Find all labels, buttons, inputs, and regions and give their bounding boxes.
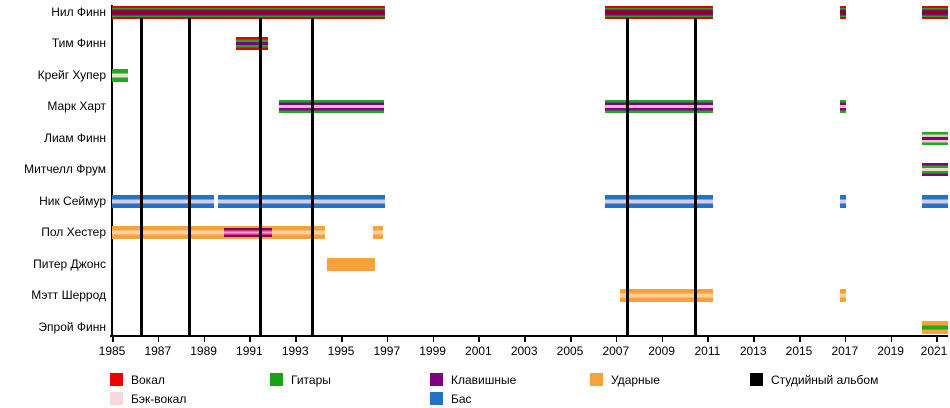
legend-label: Бас [451,392,472,406]
member-bar [279,100,385,113]
x-axis-tick [844,337,847,342]
x-axis-tick [203,337,206,342]
studio-album-line [310,18,314,335]
x-axis-tick-label: 2019 [877,344,904,358]
studio-album-line [625,18,629,335]
x-axis-tick-label: 2011 [694,344,721,358]
studio-album-line [694,18,698,335]
row-label: Питер Джонс [33,256,106,271]
y-axis-line [111,5,113,336]
x-axis-tick-label: 1997 [373,344,401,358]
legend-label: Студийный альбом [771,373,879,387]
member-bar-overlay [224,228,273,237]
row-label: Пол Хестер [41,225,106,239]
legend-label: Бэк-вокал [131,392,187,406]
x-axis-tick [615,337,618,342]
member-bar [605,5,714,19]
legend-swatch [110,373,123,386]
row-label: Нил Финн [51,4,106,19]
x-axis-tick-label: 2007 [602,344,630,358]
member-bar [840,5,846,19]
legend-swatch [270,373,283,386]
x-axis-tick-label: 2003 [510,344,538,358]
x-axis-tick [341,337,343,342]
studio-album-line [259,18,263,335]
x-axis-tick-label: 1995 [327,344,355,358]
member-bar [840,100,846,113]
member-bar [921,320,948,334]
row-label: Тим Финн [51,36,106,50]
member-bar [605,194,714,208]
x-axis-tick-label: 2001 [465,344,492,358]
legend-swatch [110,392,123,405]
x-axis-tick-label: 2015 [785,344,813,358]
member-bar [620,289,714,302]
x-axis-tick [112,337,114,342]
legend-swatch [430,373,443,386]
studio-album-line [140,18,144,335]
x-axis-line [110,335,948,337]
x-axis-tick [249,337,251,342]
member-bar [840,194,846,208]
member-bar [235,37,268,50]
member-bar [327,257,376,271]
x-axis-tick-label: 1985 [98,344,126,358]
member-bar [112,226,325,239]
x-axis-tick [890,337,893,342]
x-axis-tick [753,337,755,342]
legend-swatch [750,373,763,386]
member-bar [921,194,948,208]
x-axis-tick-label: 2021 [920,344,948,358]
x-axis-tick [524,337,526,342]
member-bar [373,226,384,239]
row-label: Мэтт Шеррод [31,288,106,302]
x-axis-tick-label: 1987 [144,344,172,358]
member-bar [921,131,948,145]
legend-label: Ударные [611,373,660,387]
row-label: Митчелл Фрум [24,162,106,176]
x-axis-tick [478,337,480,342]
x-axis-tick-label: 1989 [190,344,217,358]
x-axis-tick [570,337,572,342]
x-axis-tick [432,337,435,342]
x-axis-tick [157,337,160,342]
legend-label: Вокал [131,373,165,387]
x-axis-tick [936,337,938,342]
row-label: Крейг Хупер [37,67,106,82]
legend-swatch [590,373,603,386]
member-bar [840,289,846,302]
x-axis-tick-label: 1993 [281,344,309,358]
x-axis-tick [661,337,664,342]
member-bar [605,100,714,113]
legend-swatch [430,392,443,405]
x-axis-tick [295,337,297,342]
member-bar [112,5,385,19]
member-bar [112,194,214,208]
x-axis-tick-label: 2017 [831,344,859,358]
x-axis-tick-label: 2005 [556,344,584,358]
x-axis-tick-label: 1991 [236,344,263,358]
row-label: Эпрой Финн [38,319,106,334]
member-bar [217,194,385,208]
member-bar [921,5,948,19]
member-bar [921,163,948,176]
row-label: Марк Харт [47,99,106,113]
legend-label: Клавишные [451,373,517,387]
member-bar [112,68,129,82]
x-axis-tick-label: 2009 [648,344,675,358]
studio-album-line [188,18,192,335]
x-axis-tick-label: 2013 [739,344,767,358]
x-axis-tick [386,337,389,342]
legend-label: Гитары [291,373,331,387]
row-label: Ник Сеймур [39,193,106,208]
x-axis-tick-label: 1999 [419,344,446,358]
row-label: Лиам Финн [44,130,106,145]
x-axis-tick [707,337,709,342]
x-axis-tick [799,337,801,342]
